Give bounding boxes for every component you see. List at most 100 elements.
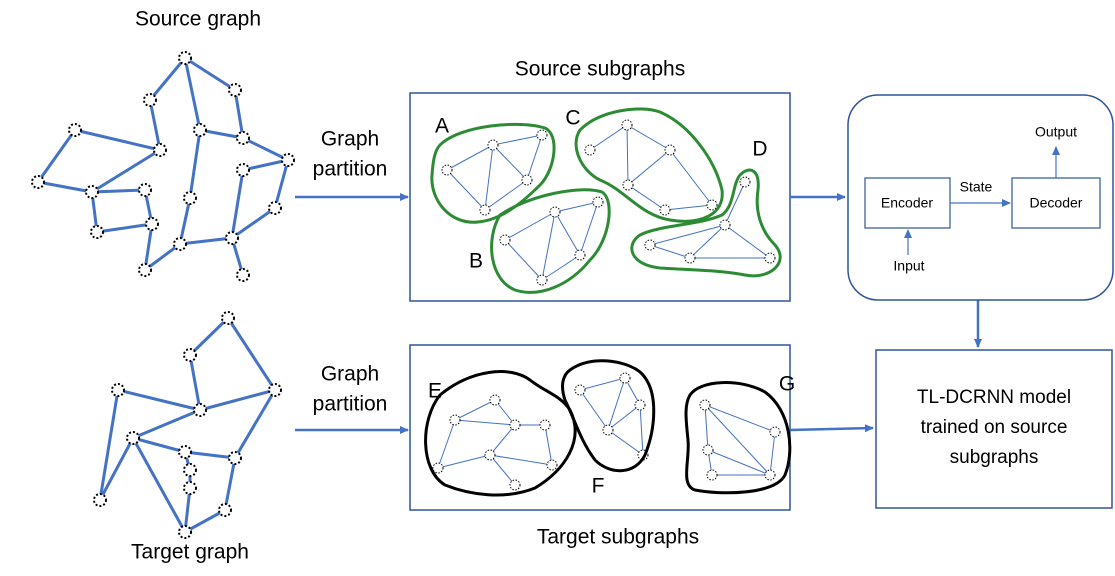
node	[90, 225, 104, 239]
blob	[490, 188, 611, 294]
edge	[504, 211, 556, 241]
edge	[639, 404, 644, 456]
edge	[724, 181, 746, 226]
node	[521, 174, 533, 186]
edge	[98, 389, 120, 501]
edge	[526, 134, 543, 181]
node	[236, 131, 250, 145]
node	[574, 384, 586, 396]
node	[225, 231, 239, 245]
edge	[579, 201, 599, 256]
edge	[98, 437, 135, 501]
node	[549, 206, 561, 218]
node	[584, 144, 596, 156]
node	[539, 419, 551, 431]
blob	[684, 381, 792, 495]
node	[509, 479, 521, 491]
node	[138, 183, 152, 197]
edge	[437, 419, 456, 469]
edge	[704, 404, 771, 476]
node	[574, 249, 586, 261]
encoder-label: Encoder	[881, 195, 933, 211]
edge	[627, 149, 671, 186]
node	[634, 399, 646, 411]
edge	[199, 128, 244, 140]
edge	[492, 134, 543, 146]
subgraph-label: F	[592, 475, 605, 498]
edge	[489, 454, 553, 466]
node	[178, 51, 192, 65]
edge	[707, 449, 771, 476]
edge	[489, 454, 516, 486]
edge	[226, 317, 277, 391]
node	[126, 431, 140, 445]
subgraph-label: A	[435, 115, 449, 138]
node	[509, 419, 521, 431]
edge	[36, 129, 77, 183]
partition-label: partition	[313, 393, 388, 416]
edge	[704, 404, 776, 433]
partition-label: Graph	[321, 128, 379, 151]
subgraph-label: G	[779, 373, 795, 396]
node	[68, 123, 82, 137]
edge	[223, 457, 237, 511]
edge	[188, 129, 202, 199]
decoder-label: Decoder	[1030, 195, 1083, 211]
node	[621, 119, 633, 131]
edge	[131, 437, 187, 533]
node	[138, 263, 152, 277]
node	[178, 525, 192, 539]
node	[719, 219, 731, 231]
node	[178, 445, 192, 459]
graph-edges	[36, 56, 776, 534]
edge	[144, 242, 181, 272]
node	[153, 143, 167, 157]
input-label: Input	[893, 258, 924, 274]
node	[706, 199, 718, 211]
node	[228, 451, 242, 465]
node	[228, 83, 242, 97]
blob	[561, 359, 656, 473]
edge	[233, 89, 245, 139]
edge	[183, 487, 192, 533]
edge	[454, 419, 516, 426]
edge	[184, 450, 236, 460]
edge	[649, 224, 726, 246]
node	[236, 163, 250, 177]
edge	[484, 179, 528, 211]
edge	[554, 211, 581, 256]
node	[684, 252, 696, 264]
node	[93, 493, 107, 507]
node	[664, 144, 676, 156]
edge	[626, 124, 629, 186]
source-graph-label: Source graph	[135, 8, 261, 31]
edge	[148, 99, 162, 151]
node	[699, 399, 711, 411]
blob	[574, 107, 724, 223]
node	[764, 252, 776, 264]
edge	[117, 388, 201, 412]
edge	[143, 223, 154, 271]
edge	[769, 431, 776, 476]
edge	[242, 136, 289, 162]
target-blobs	[424, 359, 792, 497]
edge	[184, 56, 236, 92]
node	[487, 139, 499, 151]
node	[268, 383, 282, 397]
node	[143, 93, 157, 107]
edge	[183, 57, 202, 131]
result-label: subgraphs	[950, 447, 1039, 468]
node	[739, 176, 751, 188]
edge	[489, 424, 516, 456]
edge	[179, 236, 233, 246]
node	[193, 403, 207, 417]
edge	[132, 408, 201, 440]
partition-label: partition	[313, 158, 388, 181]
edge	[96, 222, 153, 234]
edge	[148, 57, 187, 101]
edge	[554, 201, 599, 213]
blob	[424, 370, 577, 497]
node	[706, 469, 718, 481]
node	[449, 414, 461, 426]
